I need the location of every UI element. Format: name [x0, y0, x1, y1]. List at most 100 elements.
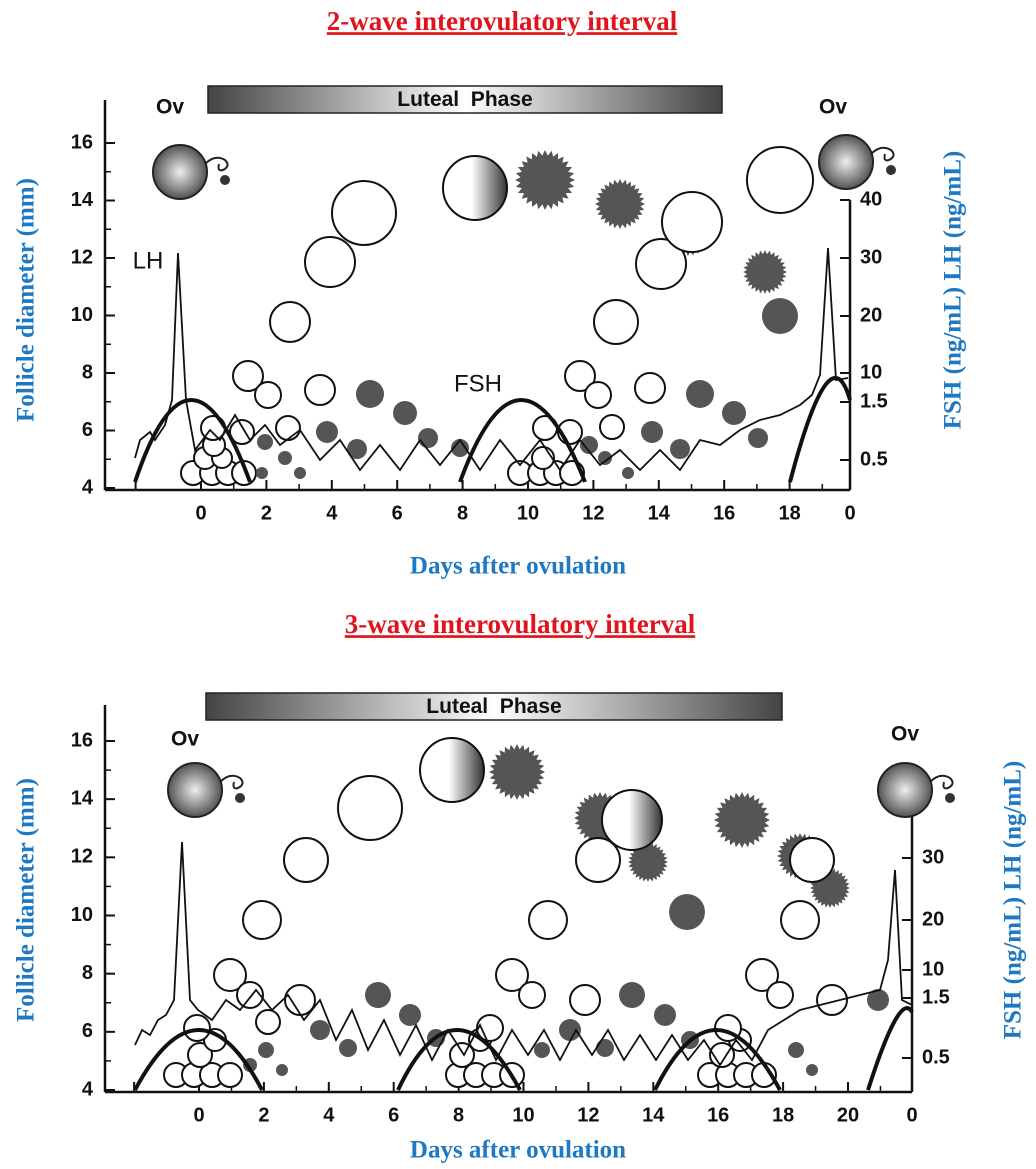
x-tick-label: 10 — [512, 1104, 534, 1126]
x-tick-label: 2 — [258, 1104, 269, 1126]
regressing-follicle — [788, 1042, 804, 1058]
luteal-band — [205, 692, 783, 721]
y-tick-label: 12 — [71, 846, 93, 868]
follicle — [183, 1014, 211, 1042]
follicle — [217, 1062, 243, 1088]
y-axis-label: Follicle diameter (mm) — [13, 778, 40, 1022]
regressing-follicle — [339, 1039, 357, 1057]
dominant-follicle — [419, 737, 485, 803]
regressing-follicle — [559, 1019, 581, 1041]
annotation: LH — [133, 247, 164, 274]
x-tick-label: 0 — [195, 502, 206, 524]
fsh-curve — [396, 1028, 522, 1091]
oocyte-release — [870, 146, 895, 162]
follicle — [254, 381, 282, 409]
y-tick-label: 10 — [71, 304, 93, 326]
x-tick-label: 18 — [772, 1104, 794, 1126]
x-tick-label: 14 — [648, 502, 671, 524]
regressing-follicle — [596, 1039, 614, 1057]
follicle — [331, 180, 397, 246]
follicle — [816, 984, 848, 1016]
regressing-follicle — [598, 451, 612, 465]
x-tick-label: 8 — [453, 1104, 464, 1126]
regressing-follicle — [867, 989, 889, 1011]
luteal-label: Luteal Phase — [397, 88, 532, 111]
x-axis-label: Days after ovulation — [410, 1137, 626, 1164]
y2-tick-label: 30 — [922, 846, 944, 868]
regressing-follicle — [762, 298, 798, 334]
regressing-follicle — [686, 380, 714, 408]
follicle — [232, 360, 264, 392]
y-tick-label: 14 — [71, 189, 94, 211]
regressing-follicle — [654, 1004, 676, 1026]
x-tick-label: 4 — [323, 1104, 335, 1126]
oocyte — [945, 793, 955, 803]
atretic-follicle — [595, 179, 645, 229]
regressing-follicle — [722, 401, 746, 425]
y-tick-label: 16 — [71, 131, 93, 153]
regressing-follicle — [641, 421, 663, 443]
follicle — [187, 1042, 213, 1068]
follicle — [236, 981, 264, 1009]
x-tick-label: 8 — [457, 502, 468, 524]
oocyte-release — [219, 774, 244, 790]
follicle — [635, 238, 687, 290]
y-tick-label: 4 — [82, 476, 94, 498]
follicle — [780, 900, 820, 940]
x-tick-label: 4 — [326, 502, 338, 524]
annotation: FSH — [454, 370, 502, 397]
fsh-curve — [788, 376, 852, 483]
regressing-follicle — [399, 1004, 421, 1026]
panel: 3-wave interovulatory interval Luteal Pha… — [13, 609, 1027, 1164]
y-tick-label: 12 — [71, 246, 93, 268]
y-tick-label: 6 — [82, 419, 93, 441]
regressing-follicle — [278, 451, 292, 465]
follicle — [593, 299, 639, 345]
x-tick-label: 0 — [193, 1104, 204, 1126]
y2-tick-label: 0.5 — [922, 1046, 950, 1068]
regressing-follicle — [276, 1064, 288, 1076]
y2-axis-label: FSH (ng/mL) LH (ng/mL) — [1000, 761, 1027, 1040]
regressing-follicle — [347, 439, 367, 459]
ovulating-follicle — [152, 144, 208, 200]
regressing-follicle — [669, 894, 705, 930]
follicle — [575, 837, 621, 883]
regressing-follicle — [619, 982, 645, 1008]
dominant-follicle — [442, 155, 508, 221]
regressing-follicle — [622, 467, 634, 479]
y2-tick-label: 10 — [922, 958, 944, 980]
ovulating-follicle — [877, 762, 933, 818]
x-tick-label: 6 — [388, 1104, 399, 1126]
follicle — [283, 837, 329, 883]
y-tick-label: 10 — [71, 904, 93, 926]
y2-tick-label: 0.5 — [860, 448, 888, 470]
x-axis-label: Days after ovulation — [410, 553, 626, 580]
oocyte — [220, 175, 230, 185]
x-tick-label: 16 — [713, 502, 735, 524]
follicle — [789, 837, 835, 883]
x-tick-label: 18 — [778, 502, 800, 524]
fsh-curve — [653, 1028, 782, 1091]
follicle — [564, 360, 596, 392]
panel-title: 2-wave interovulatory interval — [327, 6, 678, 36]
follicle — [746, 146, 814, 214]
regressing-follicle — [418, 428, 438, 448]
ovulating-follicle — [818, 134, 874, 190]
follicle — [255, 1009, 281, 1035]
annotation: Ov — [819, 96, 847, 119]
atretic-follicle — [628, 842, 668, 882]
x-tick-label: 12 — [582, 502, 604, 524]
x-tick-label: 0 — [844, 502, 855, 524]
x-tick-label: 20 — [837, 1104, 859, 1126]
oocyte-release — [204, 156, 229, 172]
y2-tick-label: 30 — [860, 246, 882, 268]
follicle — [269, 301, 311, 343]
luteal-band — [207, 85, 723, 114]
regressing-follicle — [294, 467, 306, 479]
x-tick-label: 16 — [707, 1104, 729, 1126]
lh-curve — [134, 841, 913, 1067]
follicle — [661, 191, 723, 253]
follicle — [584, 381, 612, 409]
follicle — [766, 981, 794, 1009]
